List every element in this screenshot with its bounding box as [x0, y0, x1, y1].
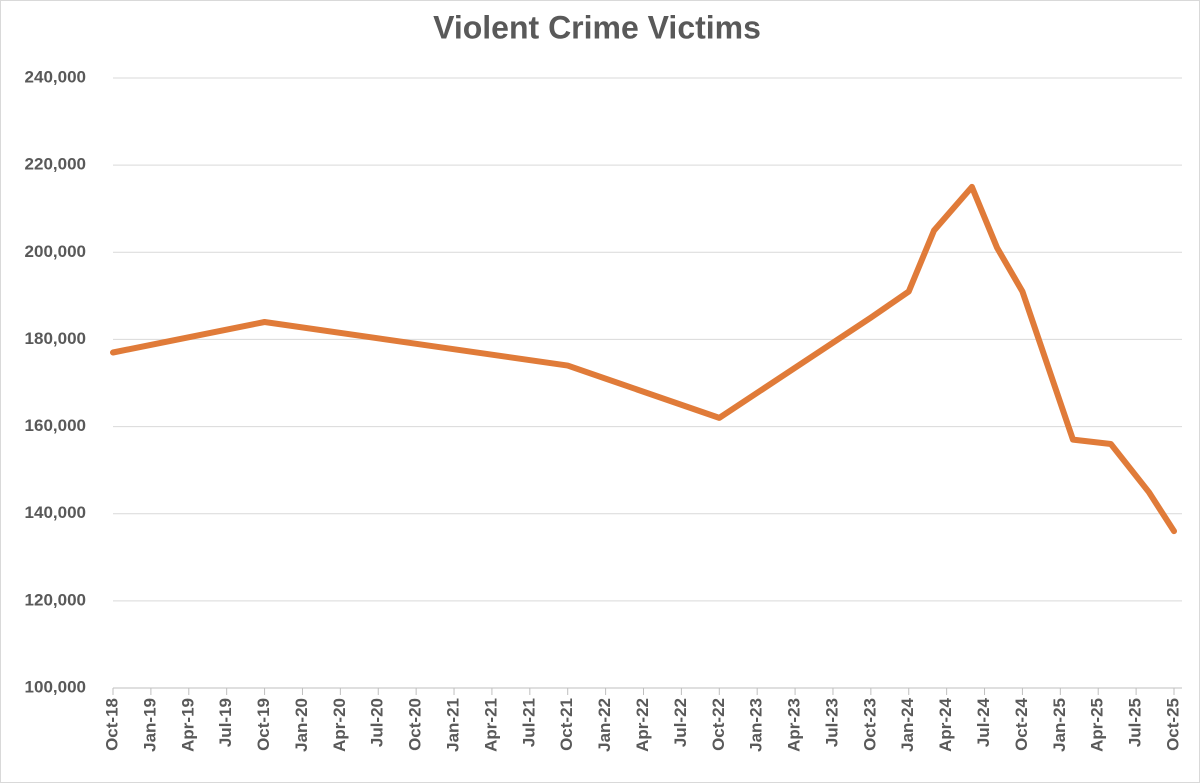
x-tick-label: Jan-19 — [140, 698, 159, 752]
x-tick-label: Jul-22 — [671, 698, 690, 747]
y-tick-label: 220,000 — [25, 155, 86, 174]
x-tick-label: Apr-20 — [330, 698, 349, 752]
x-tick-label: Oct-25 — [1163, 698, 1182, 751]
x-tick-label: Jan-22 — [595, 698, 614, 752]
x-tick-label: Oct-22 — [709, 698, 728, 751]
y-tick-label: 100,000 — [25, 677, 86, 696]
x-tick-label: Jan-23 — [747, 698, 766, 752]
x-tick-label: Apr-25 — [1088, 698, 1107, 752]
x-tick-label: Jan-25 — [1050, 698, 1069, 752]
x-tick-label: Oct-23 — [860, 698, 879, 751]
x-tick-label: Jul-19 — [216, 698, 235, 747]
x-tick-label: Jul-21 — [519, 698, 538, 747]
y-tick-label: 240,000 — [25, 67, 86, 86]
x-tick-label: Jul-25 — [1126, 698, 1145, 747]
x-tick-label: Apr-24 — [936, 697, 955, 751]
x-tick-label: Apr-23 — [785, 698, 804, 752]
x-tick-label: Jul-23 — [822, 698, 841, 747]
chart-title: Violent Crime Victims — [433, 9, 761, 45]
x-tick-label: Oct-20 — [406, 698, 425, 751]
y-tick-label: 180,000 — [25, 329, 86, 348]
x-tick-label: Oct-18 — [102, 698, 121, 751]
x-tick-label: Apr-22 — [633, 698, 652, 752]
x-tick-label: Jan-20 — [292, 698, 311, 752]
y-tick-label: 160,000 — [25, 416, 86, 435]
data-line — [110, 183, 1177, 535]
x-tick-label: Jul-20 — [368, 698, 387, 747]
x-tick-label: Oct-19 — [254, 698, 273, 751]
x-tick-label: Jan-24 — [898, 697, 917, 751]
y-tick-label: 140,000 — [25, 503, 86, 522]
x-tick-label: Oct-24 — [1012, 697, 1031, 750]
x-tick-label: Oct-21 — [557, 698, 576, 751]
x-tick-label: Jan-21 — [444, 698, 463, 752]
x-tick-label: Jul-24 — [974, 697, 993, 747]
y-tick-label: 120,000 — [25, 590, 86, 609]
x-tick-label: Apr-19 — [178, 698, 197, 752]
x-tick-label: Apr-21 — [481, 698, 500, 752]
y-tick-label: 200,000 — [25, 242, 86, 261]
